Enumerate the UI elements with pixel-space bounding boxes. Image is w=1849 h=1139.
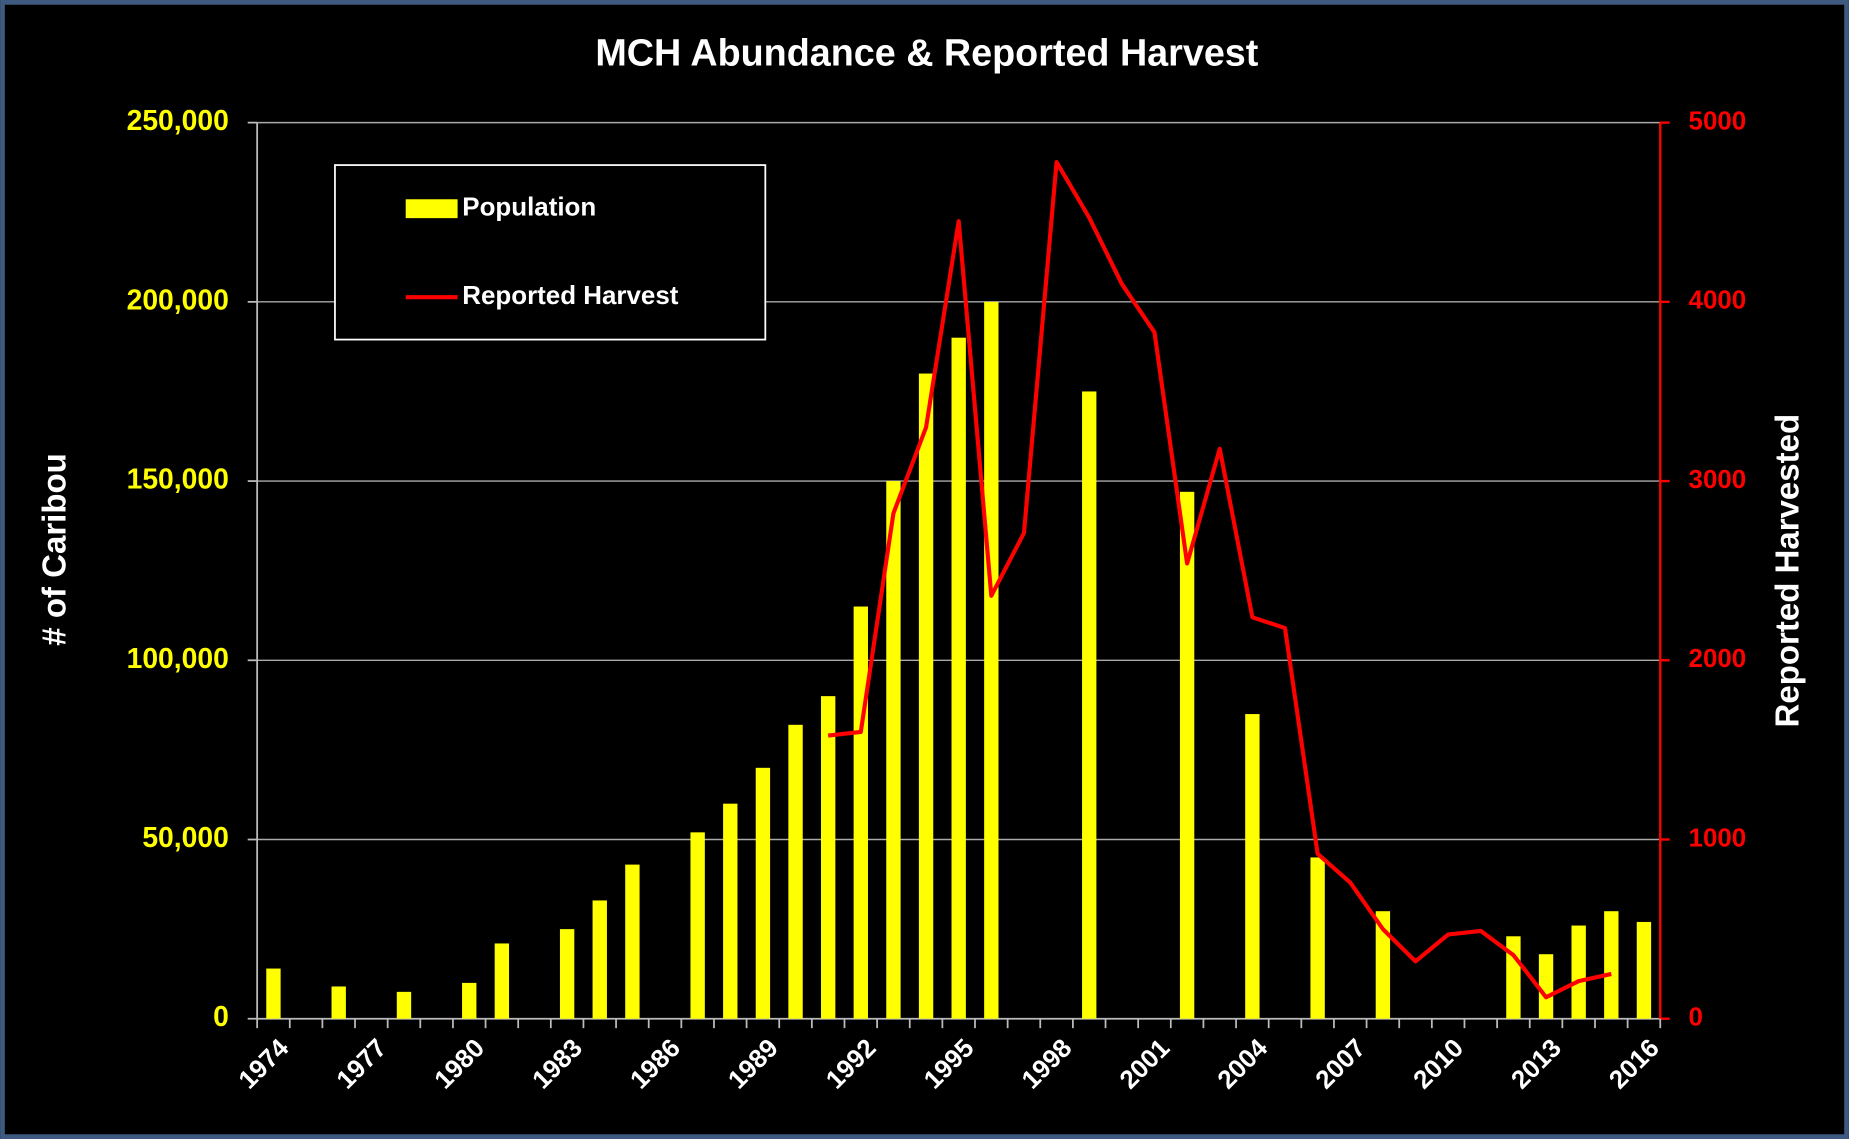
y2-tick-label: 0 [1689, 1004, 1703, 1032]
y-tick-label: 200,000 [127, 283, 229, 315]
bar [886, 481, 901, 1019]
y-tick-label: 150,000 [127, 463, 229, 495]
bar [559, 929, 575, 1019]
y2-axis-title: Reported Harvested [1769, 414, 1806, 728]
bar [494, 943, 510, 1019]
bar [1310, 857, 1325, 1019]
bar [266, 968, 281, 1019]
bar [1179, 491, 1195, 1019]
y-axis-title: # of Caribou [35, 453, 72, 646]
y2-tick-label: 5000 [1689, 107, 1747, 135]
bar [1082, 391, 1097, 1019]
legend-label: Reported Harvest [462, 282, 678, 310]
bar [462, 982, 477, 1019]
bar [1604, 911, 1619, 1019]
bar [690, 832, 705, 1019]
bar [1636, 921, 1652, 1019]
legend-swatch [405, 199, 458, 219]
bar [853, 606, 868, 1019]
y2-tick-label: 1000 [1689, 824, 1747, 852]
y-tick-label: 250,000 [127, 104, 229, 136]
y-tick-label: 50,000 [142, 821, 229, 853]
y-tick-label: 100,000 [127, 642, 229, 674]
y2-tick-label: 2000 [1689, 645, 1747, 673]
bar [331, 986, 346, 1019]
chart-title: MCH Abundance & Reported Harvest [595, 31, 1258, 73]
bar [723, 803, 738, 1019]
bar [396, 991, 412, 1019]
bar [984, 301, 999, 1019]
bar [918, 373, 934, 1019]
bar [1245, 714, 1260, 1019]
bar [788, 724, 803, 1019]
y2-tick-label: 3000 [1689, 466, 1747, 494]
bar [625, 864, 640, 1019]
legend-box [334, 164, 767, 341]
bar [755, 767, 771, 1019]
bar [1506, 936, 1521, 1019]
bar [1538, 954, 1554, 1019]
y2-tick-label: 4000 [1689, 287, 1747, 315]
bar [592, 900, 607, 1019]
bar [1571, 925, 1586, 1019]
legend-label: Population [462, 194, 596, 222]
y-tick-label: 0 [213, 1000, 229, 1032]
bar [951, 337, 966, 1019]
line [827, 159, 1612, 1000]
bar [1375, 911, 1391, 1019]
bar [820, 696, 836, 1019]
